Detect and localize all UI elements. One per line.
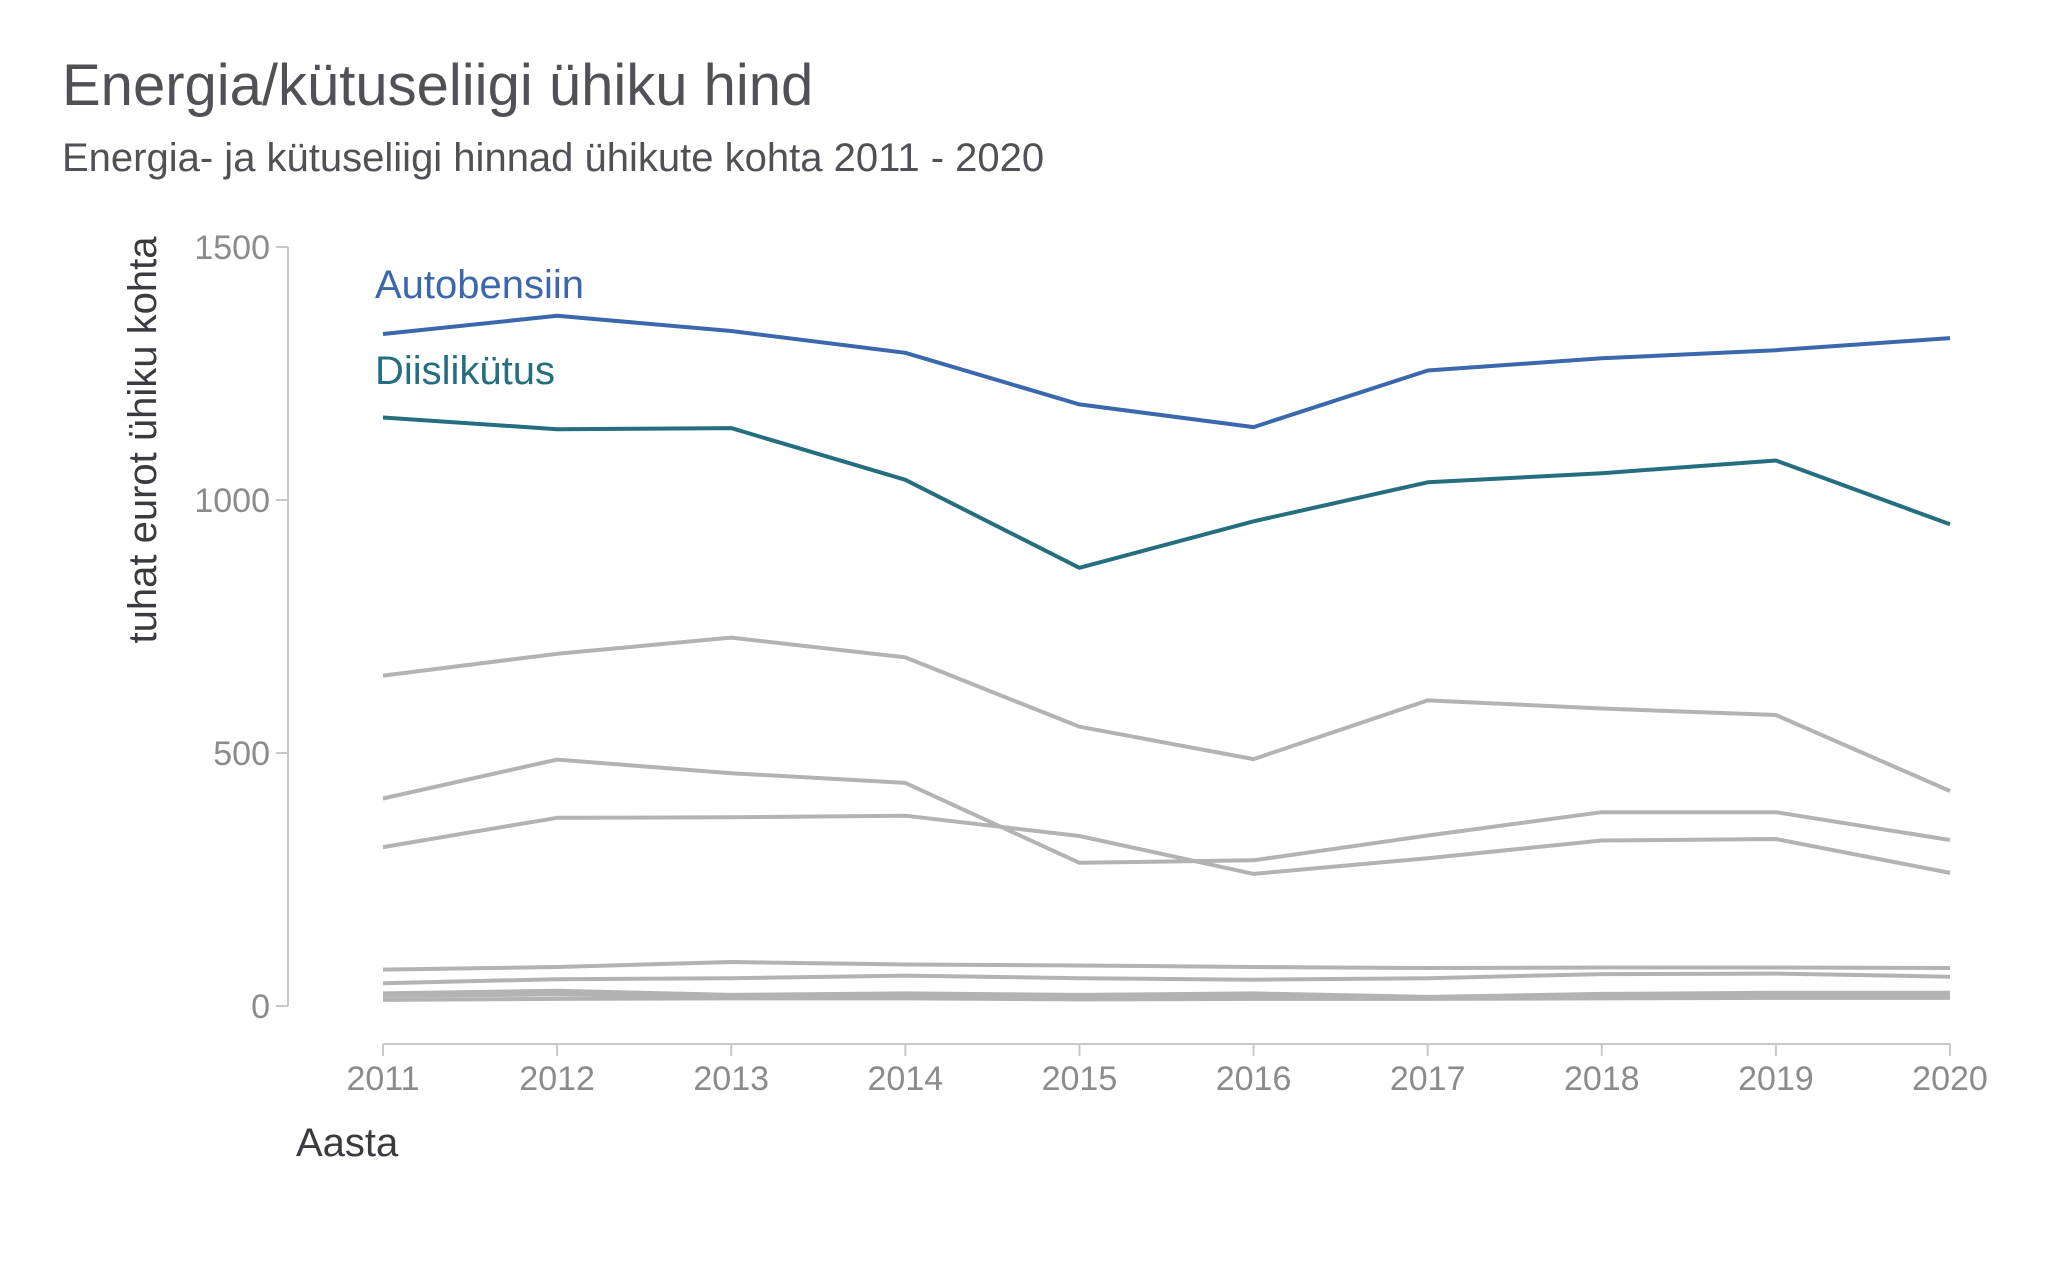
series-label: Autobensiin: [375, 263, 584, 307]
y-tick-label: 0: [251, 988, 270, 1026]
x-tick-label: 2016: [1216, 1060, 1292, 1098]
series-line-autobensiin: [382, 313, 1951, 430]
x-tick-label: 2012: [519, 1060, 595, 1098]
y-tick-label: 1500: [194, 229, 270, 267]
series-line-5: [382, 960, 1951, 972]
y-tick-label: 500: [213, 735, 270, 773]
x-tick-label: 2011: [346, 1060, 419, 1098]
y-tick-label: 1000: [194, 482, 270, 520]
series-layer: [382, 313, 1951, 1002]
x-tick-label: 2014: [868, 1060, 944, 1098]
series-line-6: [382, 971, 1951, 986]
series-line-9: [382, 995, 1950, 1002]
x-tick-label: 2019: [1738, 1060, 1814, 1098]
series-line-diislik-tus: [382, 415, 1951, 570]
series-line-4: [382, 813, 1951, 876]
series-line-3: [382, 757, 1951, 865]
x-tick-label: 2013: [693, 1060, 769, 1098]
x-tick-label: 2020: [1912, 1060, 1988, 1098]
chart-title: Energia/kütuseliigi ühiku hind: [62, 53, 814, 118]
labels-layer: Autobensiin Diislikütus: [375, 263, 584, 393]
x-axis-title: Aasta: [296, 1121, 399, 1165]
series-label: Diislikütus: [375, 349, 555, 393]
axes-layer: 0 500 1000 1500 2011 2012 2013 2014 2015 2016 2017…: [194, 229, 1987, 1098]
y-axis-title: tuhat eurot ühiku kohta: [121, 236, 165, 644]
series-line-2: [382, 635, 1951, 793]
x-tick-label: 2017: [1390, 1060, 1466, 1098]
x-tick-label: 2018: [1564, 1060, 1640, 1098]
chart-subtitle: Energia- ja kütuseliigi hinnad ühikute k…: [62, 136, 1045, 180]
x-tick-label: 2015: [1042, 1060, 1118, 1098]
series-line-7: [382, 988, 1950, 999]
